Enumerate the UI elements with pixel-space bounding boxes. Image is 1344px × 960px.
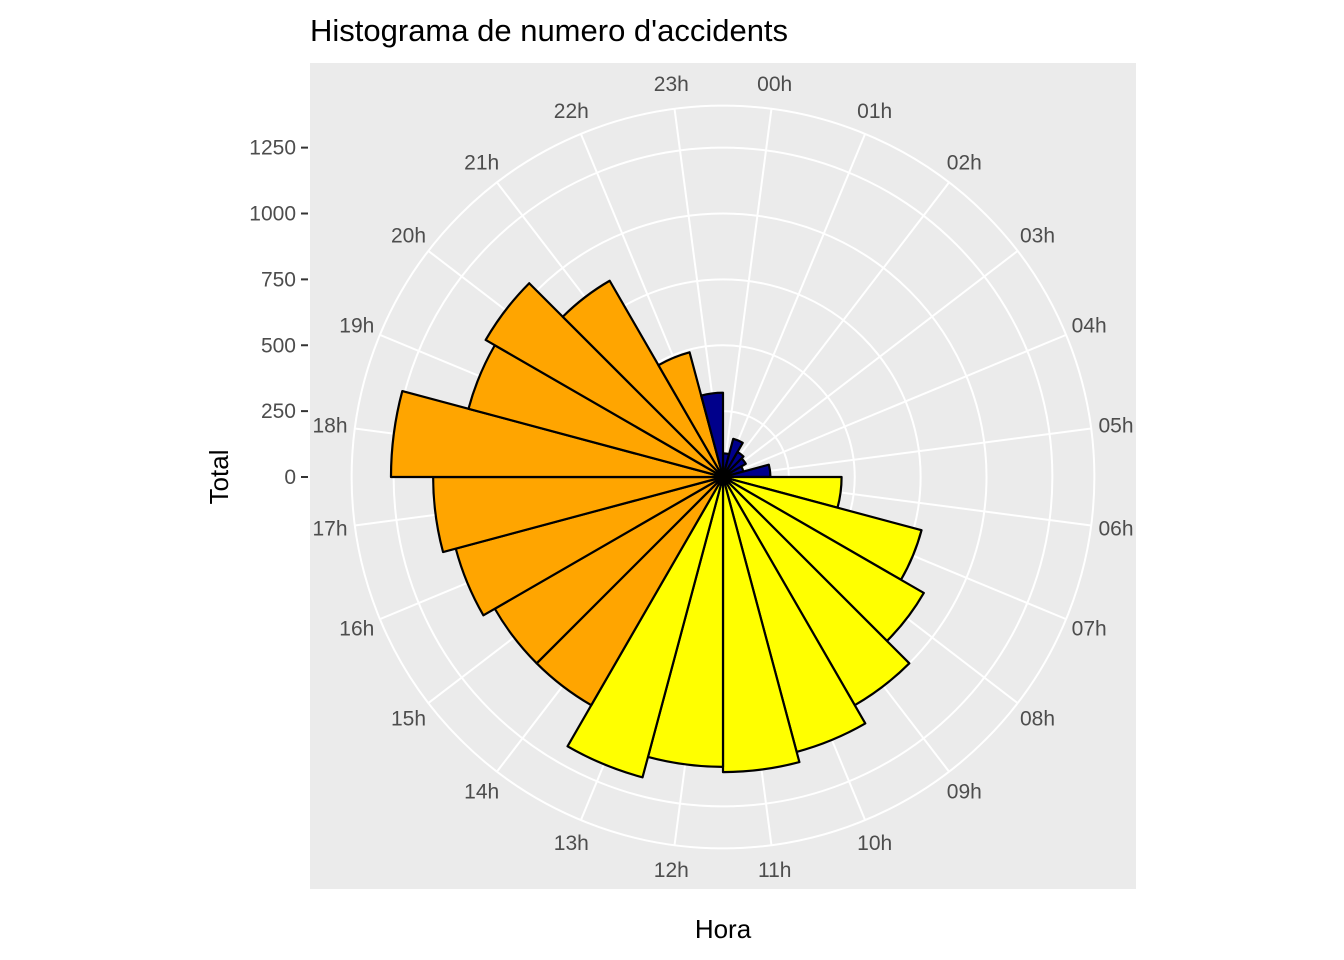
- y-tick-label-250: 250: [261, 400, 296, 423]
- hour-label-12h: 12h: [654, 859, 689, 882]
- bar-03h: [721, 457, 747, 479]
- hour-label-16h: 16h: [339, 618, 374, 641]
- grid-spoke-02h: [722, 181, 950, 478]
- hour-label-08h: 08h: [1020, 707, 1055, 730]
- y-tick-label-500: 500: [261, 334, 296, 357]
- hour-label-02h: 02h: [947, 152, 982, 175]
- hour-label-09h: 09h: [947, 781, 982, 804]
- bar-23h: [700, 391, 725, 479]
- y-axis: 0 250 500 750 1000 1250: [249, 137, 308, 489]
- x-axis-title: Hora: [695, 914, 752, 944]
- bar-21h: [561, 279, 725, 479]
- hour-label-22h: 22h: [554, 100, 589, 123]
- hour-label-23h: 23h: [654, 73, 689, 96]
- grid-circle-outer: [350, 104, 1096, 850]
- grid-spoke-05h: [722, 427, 1092, 478]
- hour-label-14h: 14h: [464, 781, 499, 804]
- hour-label-00h: 00h: [757, 73, 792, 96]
- grid-spoke-01h: [722, 133, 867, 478]
- hour-label-04h: 04h: [1072, 314, 1107, 337]
- bar-20h: [484, 282, 725, 479]
- hour-label-07h: 07h: [1072, 618, 1107, 641]
- hour-label-20h: 20h: [391, 225, 426, 248]
- hour-label-05h: 05h: [1098, 414, 1133, 437]
- hour-label-03h: 03h: [1020, 225, 1055, 248]
- chart-title: Histograma de numero d'accidents: [310, 13, 788, 48]
- hour-label-10h: 10h: [857, 832, 892, 855]
- bar-13h: [566, 475, 725, 779]
- hour-label-21h: 21h: [464, 152, 499, 175]
- hour-label-18h: 18h: [312, 414, 347, 437]
- y-tick-label-750: 750: [261, 268, 296, 291]
- hour-label-01h: 01h: [857, 100, 892, 123]
- hour-label-13h: 13h: [554, 832, 589, 855]
- y-axis-title: Total: [204, 450, 234, 505]
- bars-group: [389, 279, 925, 779]
- hour-labels: 00h 01h 02h 03h 04h 05h 06h 07h 08h 09h 10h 11h 12h 1…: [312, 73, 1133, 882]
- y-tick-label-1000: 1000: [249, 203, 296, 226]
- hour-label-11h: 11h: [758, 859, 791, 882]
- hour-label-19h: 19h: [339, 314, 374, 337]
- y-tick-label-0: 0: [284, 466, 296, 489]
- grid-spoke-04h: [722, 333, 1067, 478]
- hour-label-15h: 15h: [391, 707, 426, 730]
- grid-spoke-03h: [722, 250, 1019, 478]
- hour-label-06h: 06h: [1098, 518, 1133, 541]
- hour-label-17h: 17h: [312, 518, 347, 541]
- grid-spoke-00h: [722, 108, 773, 478]
- bar-22h: [657, 351, 725, 479]
- bar-11h: [721, 475, 801, 774]
- y-tick-label-1250: 1250: [249, 137, 296, 160]
